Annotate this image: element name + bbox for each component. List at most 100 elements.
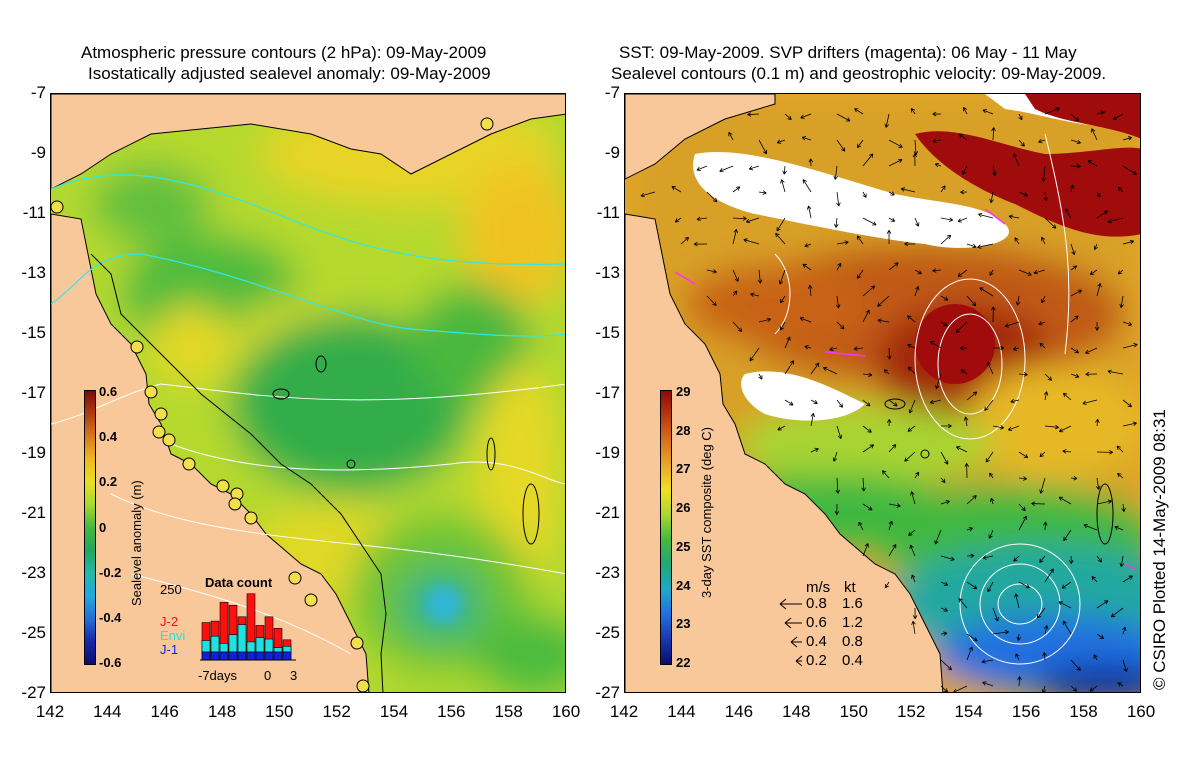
velocity-arrow [979, 287, 994, 297]
velocity-arrow [1018, 191, 1029, 197]
latitude-tick: -7 [604, 83, 620, 102]
velocity-arrow [1122, 399, 1132, 408]
velocity-legend-arrow [784, 617, 802, 629]
latitude-tick: -25 [595, 623, 620, 642]
velocity-arrow [1122, 575, 1133, 583]
latitude-tick: -15 [595, 323, 620, 342]
velocity-arrow [1122, 421, 1137, 427]
velocity-arrow [1087, 160, 1098, 167]
count-bar-j1 [273, 651, 283, 661]
velocity-arrow [862, 191, 867, 198]
velocity-arrow [957, 217, 968, 223]
velocity-arrow [900, 187, 916, 193]
velocity-arrow [693, 241, 708, 247]
velocity-arrow [940, 631, 948, 636]
latitude-tick: -9 [30, 143, 46, 162]
velocity-arrow [758, 139, 768, 155]
velocity-arrow [1091, 128, 1098, 141]
longitude-tick: 148 [207, 702, 237, 721]
velocity-arrow [836, 191, 841, 207]
land-queensland [625, 213, 944, 692]
velocity-arrow [912, 607, 918, 620]
velocity-arrow [862, 444, 875, 453]
velocity-arrow [966, 295, 977, 307]
velocity-arrow [989, 269, 994, 276]
velocity-arrow [822, 366, 838, 375]
data-count-xlabel-zero: 0 [264, 668, 272, 683]
velocity-arrow [1119, 555, 1125, 567]
velocity-arrow [1061, 581, 1072, 589]
velocity-arrow [940, 500, 950, 505]
velocity-arrow [1062, 620, 1072, 635]
velocity-arrow [1014, 593, 1020, 609]
velocity-arrow [888, 191, 895, 196]
velocity-arrow [800, 113, 812, 119]
sst-colorbar-tick: 27 [676, 461, 691, 477]
velocity-arrow [1117, 472, 1124, 479]
velocity-arrow [833, 165, 838, 180]
pressure-contour [51, 253, 565, 337]
velocity-arrow [1070, 289, 1083, 297]
velocity-arrow [784, 336, 791, 349]
velocity-arrow [1070, 685, 1078, 692]
velocity-arrow [1082, 399, 1098, 405]
velocity-arrow [743, 238, 760, 245]
velocity-arrow [982, 109, 994, 115]
sealevel-colorbar-tick: 0.6 [99, 384, 118, 399]
latitude-tick: -21 [595, 503, 620, 522]
latitude-tick: -15 [21, 323, 46, 342]
velocity-arrow [1018, 269, 1032, 276]
right-title-line1: SST: 09-May-2009. SVP drifters (magenta)… [619, 43, 1077, 62]
velocity-arrow [1012, 346, 1020, 351]
velocity-arrow [1058, 601, 1072, 609]
velocity-arrow [884, 581, 890, 589]
velocity-arrow [856, 235, 864, 245]
velocity-arrow [758, 373, 763, 380]
velocity-arrow [1070, 347, 1080, 354]
count-bar-envi [246, 641, 256, 653]
velocity-arrow [1017, 676, 1022, 687]
velocity-arrow [1122, 136, 1133, 141]
velocity-arrow [932, 111, 942, 117]
velocity-arrow [957, 269, 968, 277]
velocity-arrow [940, 321, 948, 327]
longitude-tick: 158 [1069, 702, 1098, 721]
legend-j2: J-2 [160, 614, 179, 629]
velocity-arrow [829, 346, 838, 352]
sea-contour [51, 383, 565, 425]
velocity-arrow [1085, 371, 1098, 377]
velocity-arrow [910, 107, 916, 115]
velocity-legend-header-ms: m/s [806, 579, 831, 596]
velocity-arrow [977, 243, 994, 249]
velocity-arrow [962, 165, 968, 175]
velocity-arrow [907, 366, 916, 375]
velocity-arrow [888, 399, 898, 407]
velocity-arrow [964, 463, 970, 479]
count-bar-j1 [246, 651, 256, 661]
velocity-arrow [799, 316, 812, 323]
velocity-arrow [836, 321, 845, 330]
velocity-arrow [1014, 237, 1020, 245]
velocity-arrow [853, 346, 864, 351]
longitude-tick: 142 [35, 702, 65, 721]
longitude-tick: 146 [724, 702, 754, 721]
drifter-tracks [674, 208, 1136, 570]
velocity-arrow [1070, 113, 1079, 122]
velocity-arrow [674, 217, 682, 223]
velocity-arrow [984, 399, 994, 411]
velocity-arrow [1096, 110, 1105, 115]
velocity-arrow [932, 138, 942, 144]
velocity-arrow [989, 191, 994, 203]
longitude-tick: 160 [1126, 702, 1156, 721]
velocity-arrow [836, 240, 849, 245]
velocity-arrow [940, 581, 949, 586]
velocity-arrow [1039, 342, 1046, 349]
velocity-arrow [1058, 425, 1072, 433]
count-bar-j1 [237, 651, 247, 661]
velocity-arrow [1018, 476, 1028, 481]
velocity-arrow [881, 470, 890, 479]
longitude-tick: 148 [782, 702, 811, 721]
velocity-arrow [784, 399, 794, 406]
velocity-arrow [1007, 425, 1020, 431]
velocity-arrow [745, 217, 760, 224]
